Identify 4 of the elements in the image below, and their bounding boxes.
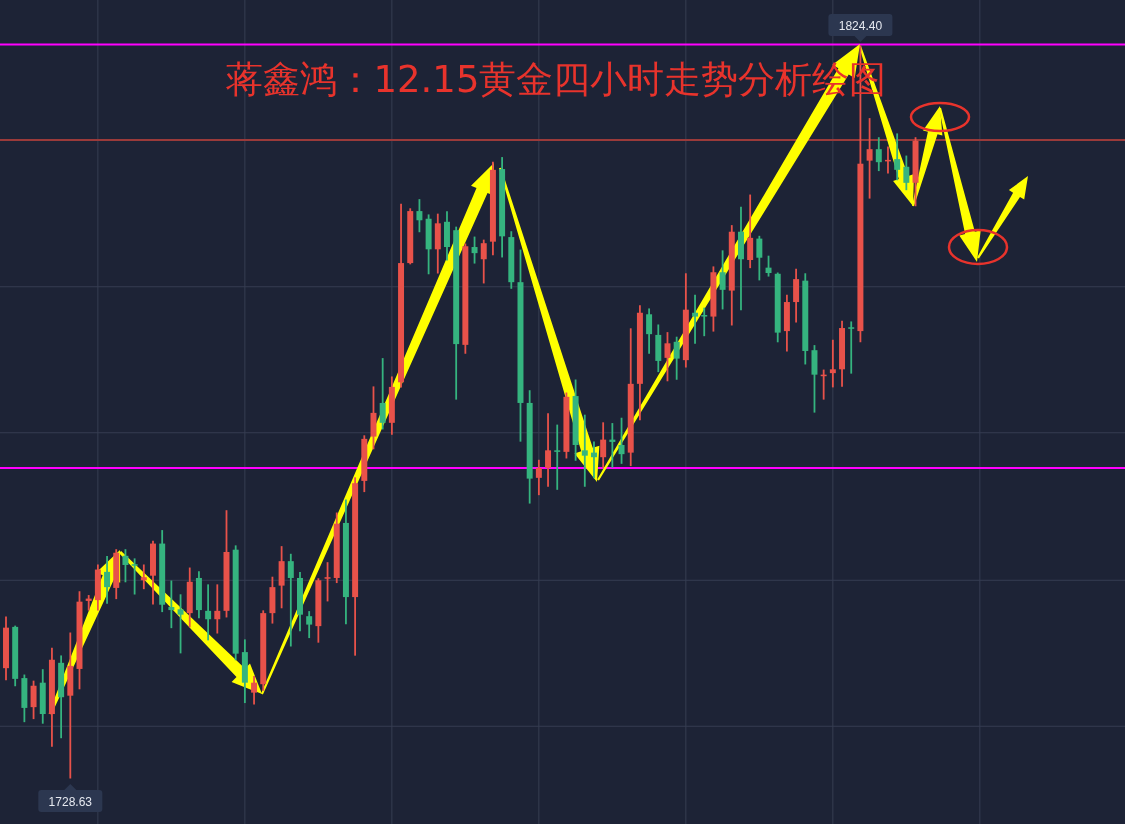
- annotation: 1824.40: [838, 18, 883, 33]
- annotation: 1824.40: [828, 14, 893, 42]
- annotation: 1728.63: [38, 784, 103, 812]
- annotation: 1728.63: [48, 794, 93, 809]
